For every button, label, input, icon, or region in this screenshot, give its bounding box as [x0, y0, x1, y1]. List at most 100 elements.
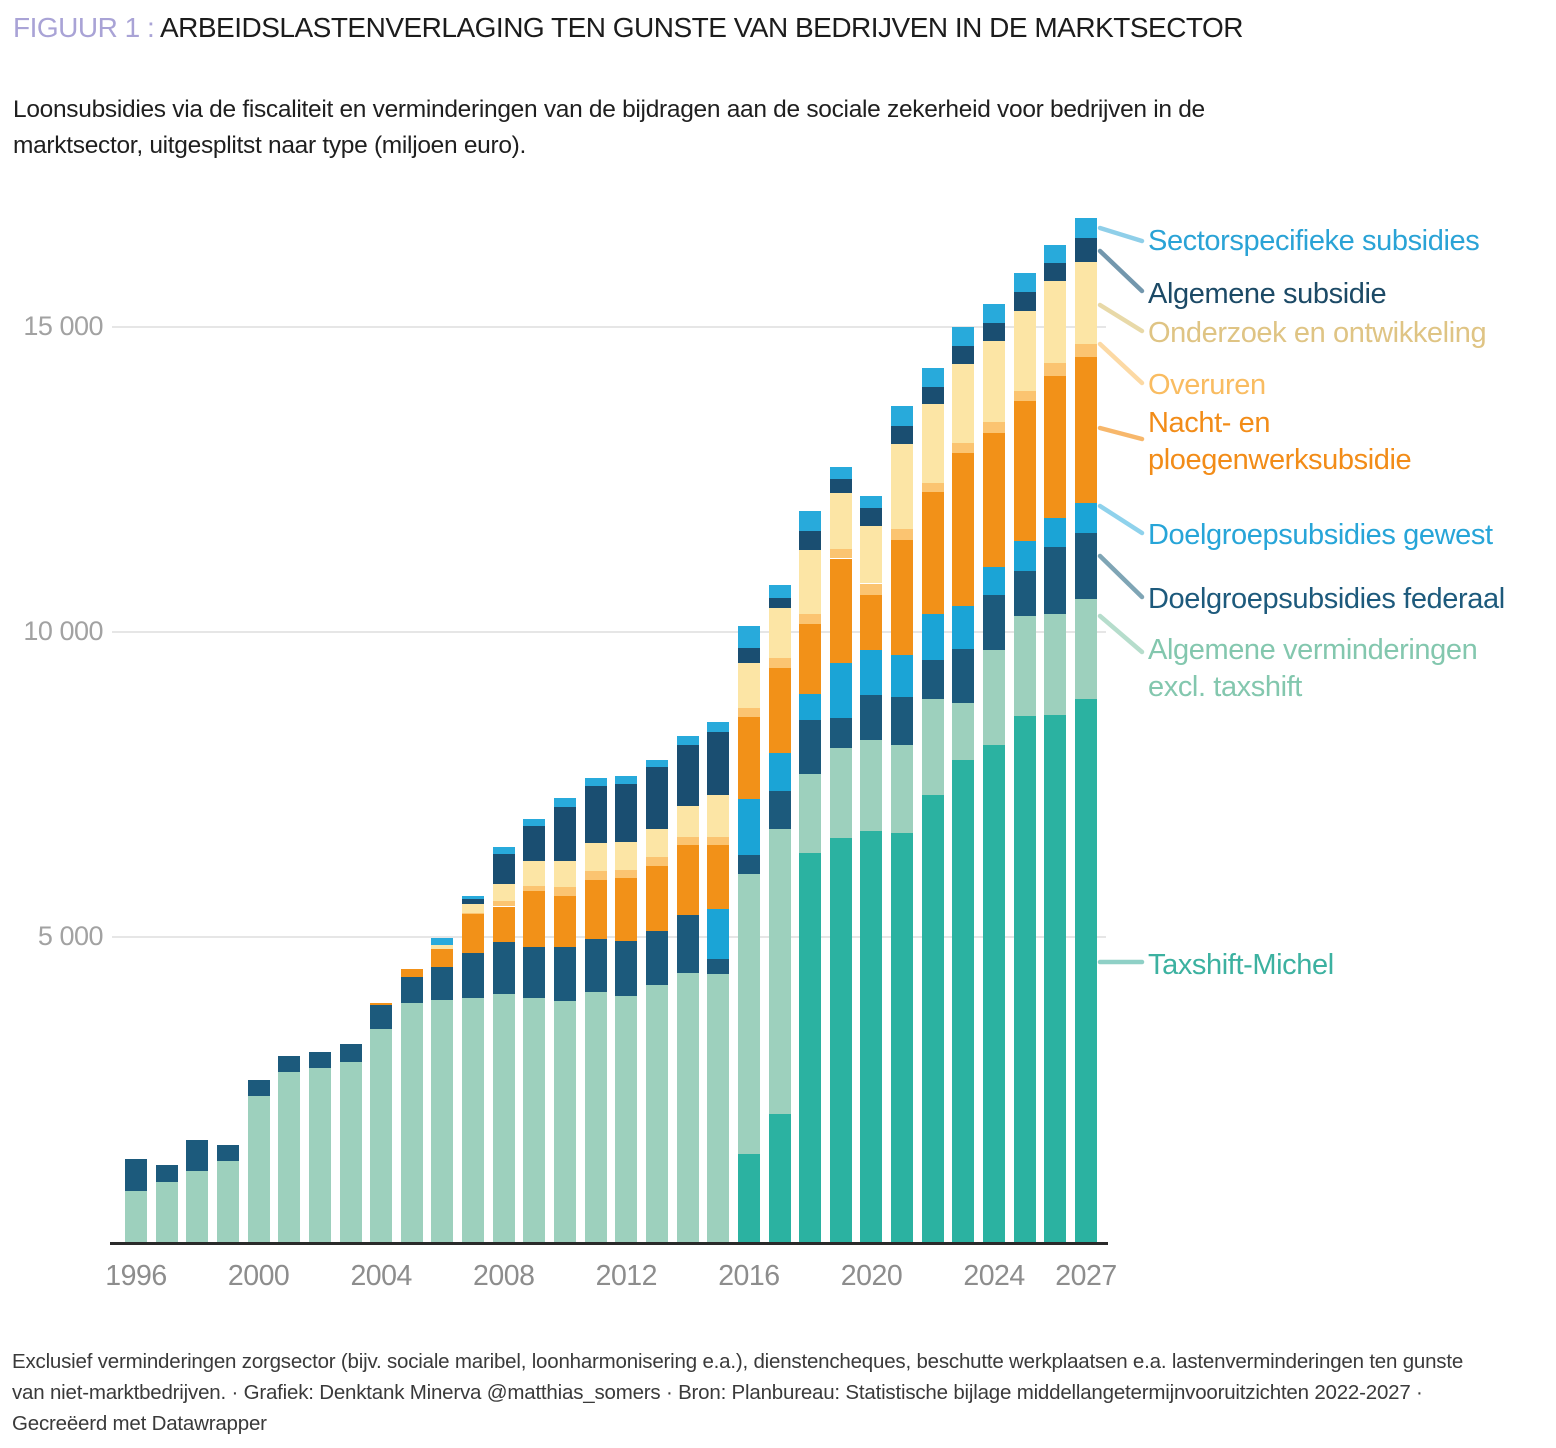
bar-2009-sector[interactable]: [523, 818, 546, 826]
bar-2006-algverm[interactable]: [431, 1000, 454, 1242]
bar-2013-algverm[interactable]: [645, 984, 668, 1242]
bar-2004-fed[interactable]: [370, 1005, 393, 1030]
bar-2019-over[interactable]: [829, 549, 852, 559]
bar-2002-algverm[interactable]: [308, 1067, 331, 1242]
bar-2005-nacht[interactable]: [400, 969, 423, 977]
bar-2020-algverm[interactable]: [860, 739, 883, 831]
bar-2016-oz[interactable]: [737, 662, 760, 709]
bar-2022-over[interactable]: [921, 482, 944, 493]
bar-2023-fed[interactable]: [952, 649, 975, 703]
bar-2013-fed[interactable]: [645, 930, 668, 985]
bar-2008-algverm[interactable]: [492, 993, 515, 1242]
bar-2027-algsub[interactable]: [1074, 238, 1097, 262]
bar-2012-fed[interactable]: [615, 940, 638, 997]
bar-2002-fed[interactable]: [308, 1052, 331, 1068]
bar-2011-nacht[interactable]: [584, 879, 607, 939]
bar-2015-algsub[interactable]: [707, 732, 730, 795]
bar-2026-gew[interactable]: [1044, 517, 1067, 547]
bar-2019-fed[interactable]: [829, 718, 852, 749]
bar-1996-fed[interactable]: [125, 1159, 147, 1191]
bar-2012-over[interactable]: [615, 870, 638, 878]
bar-2009-over[interactable]: [523, 885, 546, 891]
bar-2010-over[interactable]: [554, 886, 577, 896]
bar-1997-fed[interactable]: [155, 1164, 178, 1182]
bar-2025-fed[interactable]: [1013, 570, 1036, 616]
bar-2017-gew[interactable]: [768, 753, 791, 791]
bar-2019-algverm[interactable]: [829, 748, 852, 839]
bar-2019-gew[interactable]: [829, 662, 852, 719]
bar-2012-algsub[interactable]: [615, 784, 638, 842]
bar-2018-algverm[interactable]: [799, 774, 822, 854]
bar-2010-oz[interactable]: [554, 860, 577, 887]
bar-2020-nacht[interactable]: [860, 595, 883, 650]
bar-2017-oz[interactable]: [768, 607, 791, 658]
bar-2024-sector[interactable]: [983, 304, 1006, 324]
bar-2020-sector[interactable]: [860, 496, 883, 508]
bar-2016-fed[interactable]: [737, 855, 760, 874]
bar-2013-algsub[interactable]: [645, 767, 668, 829]
bar-2027-nacht[interactable]: [1074, 357, 1097, 503]
bar-2013-over[interactable]: [645, 857, 668, 866]
bar-2022-gew[interactable]: [921, 614, 944, 661]
bar-2007-oz[interactable]: [462, 904, 485, 913]
bar-1998-fed[interactable]: [186, 1140, 209, 1171]
bar-1997-algverm[interactable]: [155, 1181, 178, 1242]
bar-1996-algverm[interactable]: [125, 1190, 147, 1242]
bar-2024-fed[interactable]: [983, 594, 1006, 650]
bar-2023-algsub[interactable]: [952, 345, 975, 364]
bar-2019-nacht[interactable]: [829, 558, 852, 663]
bar-2022-algsub[interactable]: [921, 386, 944, 405]
bar-2021-oz[interactable]: [891, 443, 914, 530]
bar-2003-fed[interactable]: [339, 1043, 362, 1063]
bar-2025-over[interactable]: [1013, 390, 1036, 401]
bar-2007-sector[interactable]: [462, 895, 485, 899]
bar-2011-algverm[interactable]: [584, 992, 607, 1242]
bar-2019-oz[interactable]: [829, 492, 852, 550]
bar-2024-oz[interactable]: [983, 341, 1006, 423]
bar-2021-gew[interactable]: [891, 654, 914, 697]
bar-2010-nacht[interactable]: [554, 895, 577, 948]
bar-2011-algsub[interactable]: [584, 786, 607, 844]
bar-2015-sector[interactable]: [707, 721, 730, 733]
bar-2014-algverm[interactable]: [676, 973, 699, 1242]
bar-2014-sector[interactable]: [676, 735, 699, 745]
bar-2027-oz[interactable]: [1074, 261, 1097, 344]
bar-2009-algsub[interactable]: [523, 825, 546, 861]
bar-2026-algsub[interactable]: [1044, 263, 1067, 282]
bar-2022-nacht[interactable]: [921, 492, 944, 615]
bar-2006-oz[interactable]: [431, 944, 454, 950]
bar-2011-sector[interactable]: [584, 777, 607, 787]
bar-2022-algverm[interactable]: [921, 699, 944, 795]
bar-2011-fed[interactable]: [584, 938, 607, 993]
bar-2014-over[interactable]: [676, 836, 699, 846]
bar-2008-algsub[interactable]: [492, 853, 515, 884]
bar-2012-nacht[interactable]: [615, 877, 638, 941]
bar-2020-gew[interactable]: [860, 650, 883, 696]
bar-2016-algverm[interactable]: [737, 873, 760, 1154]
bar-2008-fed[interactable]: [492, 942, 515, 994]
bar-2021-sector[interactable]: [891, 406, 914, 426]
bar-2007-algsub[interactable]: [462, 898, 485, 905]
bar-2007-algverm[interactable]: [462, 998, 485, 1242]
bar-2020-fed[interactable]: [860, 695, 883, 740]
bar-2026-over[interactable]: [1044, 362, 1067, 377]
bar-2007-nacht[interactable]: [462, 914, 485, 953]
bar-2010-algsub[interactable]: [554, 806, 577, 861]
bar-2019-taxshift[interactable]: [829, 838, 852, 1242]
bar-2009-fed[interactable]: [523, 946, 546, 998]
bar-2016-gew[interactable]: [737, 799, 760, 856]
bar-2003-algverm[interactable]: [339, 1062, 362, 1242]
bar-2014-nacht[interactable]: [676, 845, 699, 916]
bar-2009-nacht[interactable]: [523, 890, 546, 947]
bar-2016-nacht[interactable]: [737, 717, 760, 800]
bar-2023-over[interactable]: [952, 442, 975, 453]
bar-2016-taxshift[interactable]: [737, 1153, 760, 1242]
bar-2007-fed[interactable]: [462, 952, 485, 998]
bar-2017-nacht[interactable]: [768, 668, 791, 754]
bar-2027-fed[interactable]: [1074, 532, 1097, 599]
bar-2004-algverm[interactable]: [370, 1029, 393, 1242]
bar-2019-algsub[interactable]: [829, 479, 852, 493]
bar-2015-fed[interactable]: [707, 959, 730, 974]
bar-2018-nacht[interactable]: [799, 624, 822, 695]
bar-2025-oz[interactable]: [1013, 310, 1036, 391]
